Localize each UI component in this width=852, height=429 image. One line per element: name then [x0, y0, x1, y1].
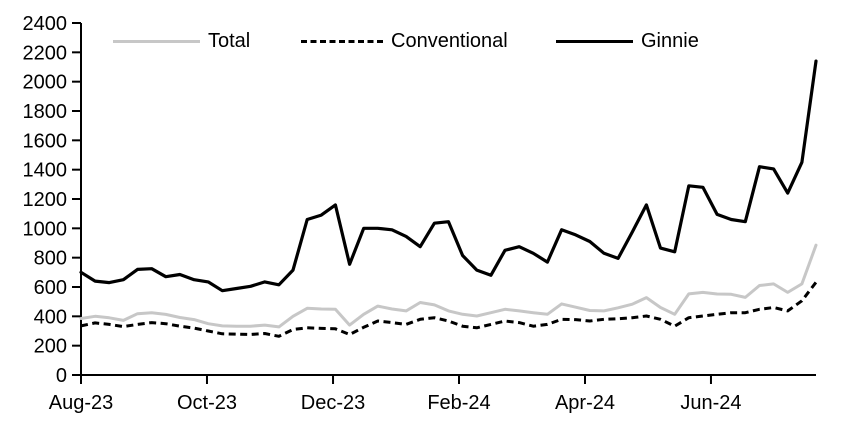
y-tick-label: 2200: [23, 42, 68, 64]
y-tick-label: 800: [34, 248, 67, 270]
series-line-total: [79, 243, 818, 329]
y-tick-label: 1200: [23, 189, 68, 211]
legend-item-ginnie: Ginnie: [556, 28, 699, 54]
legend-item-total: Total: [113, 28, 250, 54]
legend-label-ginnie: Ginnie: [641, 30, 699, 52]
y-tick-label: 2400: [23, 13, 68, 35]
legend-line-sample-conventional: [301, 39, 383, 43]
y-tick-label: 0: [56, 365, 67, 387]
legend-line-sample-total: [113, 39, 200, 43]
y-tick-label: 1400: [23, 160, 68, 182]
legend-label-conventional: Conventional: [391, 30, 508, 52]
x-tick-label: Aug-23: [49, 392, 114, 414]
y-tick-label: 1600: [23, 130, 68, 152]
y-tick-label: 400: [34, 306, 67, 328]
x-tick-label: Jun-24: [680, 392, 741, 414]
x-tick-label: Oct-23: [177, 392, 237, 414]
legend-item-conventional: Conventional: [301, 28, 508, 54]
y-tick-label: 1800: [23, 101, 68, 123]
y-tick-label: 600: [34, 277, 67, 299]
x-tick-label: Dec-23: [301, 392, 365, 414]
y-tick-label: 1000: [23, 218, 68, 240]
axes: [80, 23, 816, 376]
legend-line-sample-ginnie: [556, 39, 633, 43]
x-tick-label: Feb-24: [427, 392, 490, 414]
series-line-ginnie: [79, 59, 818, 293]
x-tick-label: Apr-24: [555, 392, 615, 414]
legend: Total Conventional Ginnie: [0, 0, 852, 56]
legend-label-total: Total: [208, 30, 251, 52]
y-tick-label: 2000: [23, 72, 68, 94]
y-tick-label: 200: [34, 336, 67, 358]
